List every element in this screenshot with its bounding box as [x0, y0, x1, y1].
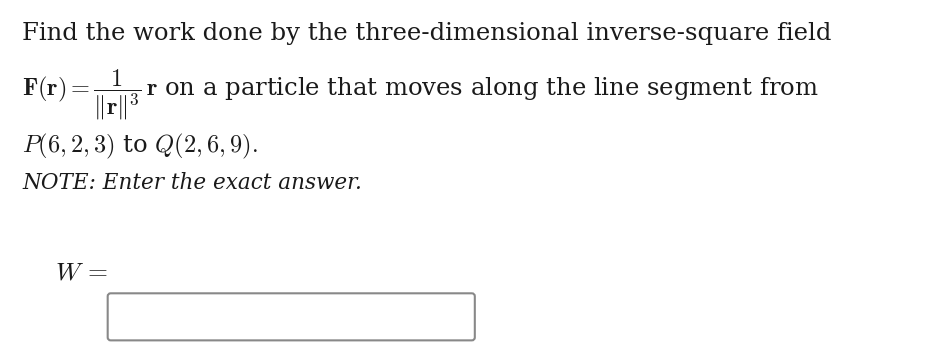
Text: $P(6, 2, 3)$ to $Q(2, 6, 9).$: $P(6, 2, 3)$ to $Q(2, 6, 9).$ [22, 132, 258, 161]
Text: $\mathbf{F}(\mathbf{r}) = \dfrac{1}{\|\mathbf{r}\|^3}\,\mathbf{r}$ on a particle: $\mathbf{F}(\mathbf{r}) = \dfrac{1}{\|\m… [22, 67, 819, 122]
Text: $W\,=$: $W\,=$ [55, 260, 108, 285]
FancyBboxPatch shape [108, 293, 475, 340]
Text: NOTE: Enter the exact answer.: NOTE: Enter the exact answer. [22, 172, 362, 194]
Text: Find the work done by the three-dimensional inverse-square field: Find the work done by the three-dimensio… [22, 22, 831, 45]
